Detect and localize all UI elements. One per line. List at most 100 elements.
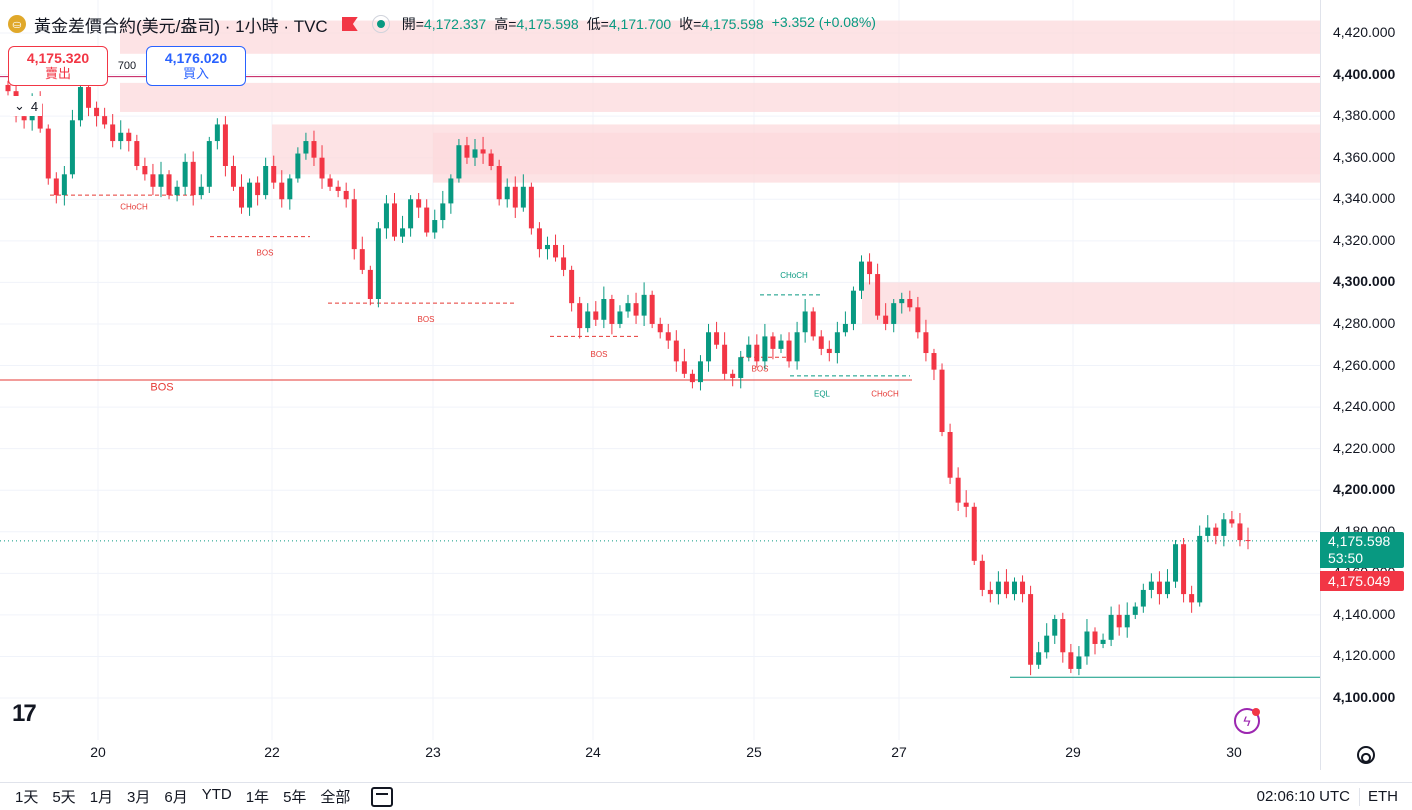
period-button[interactable]: 6月 <box>164 789 188 806</box>
candle-body <box>1011 581 1017 595</box>
candle-body <box>158 174 164 187</box>
period-button[interactable]: 5天 <box>52 789 76 806</box>
price-tick-label: 4,100.000 <box>1333 689 1396 705</box>
candle-body <box>1181 544 1187 595</box>
candle-body <box>754 344 760 362</box>
candle-body <box>255 182 261 196</box>
candle-body <box>375 228 381 299</box>
candle-body <box>899 299 905 304</box>
period-button[interactable]: 1天 <box>15 789 39 806</box>
candle-body <box>247 182 253 208</box>
time-tick-label: 25 <box>746 744 762 760</box>
price-tick-label: 4,380.000 <box>1333 107 1396 124</box>
change-value: +3.352 (+0.08%) <box>771 14 876 30</box>
candle-body <box>383 203 389 229</box>
candle-body <box>528 186 534 229</box>
bid-price-label: 4,175.049 <box>1320 571 1404 591</box>
market-status-icon[interactable] <box>371 15 390 33</box>
candle-body <box>343 190 349 200</box>
candle-body <box>1197 535 1203 603</box>
candle-body <box>810 311 816 337</box>
candle-body <box>1148 581 1154 590</box>
last-price-label: 4,175.598 53:50 <box>1320 532 1404 568</box>
candle-body <box>907 299 913 308</box>
candle-body <box>883 315 889 324</box>
sell-label: 賣出 <box>44 66 71 81</box>
annotation-label: CHoCH <box>780 271 808 280</box>
candle-body <box>287 178 293 200</box>
time-tick-label: 24 <box>585 744 601 760</box>
candle-body <box>142 166 148 175</box>
candle-body <box>818 336 824 349</box>
calendar-icon[interactable] <box>371 786 394 807</box>
bolt-icon[interactable]: ϟ <box>1234 708 1260 734</box>
supply-zone <box>433 132 1320 183</box>
candle-body <box>665 332 671 341</box>
candle-body <box>633 303 639 316</box>
candle-body <box>601 299 607 320</box>
countdown-value: 53:50 <box>1328 550 1364 566</box>
supply-zone <box>862 282 1320 324</box>
price-chart[interactable]: CHoCH BOS BOS BOS BOS BOS CHoCH EQL CHoCH <box>0 0 1320 740</box>
candle-body <box>1084 631 1090 657</box>
candle-body <box>834 332 840 354</box>
period-list: 1天 5天 1月 3月 6月 YTD 1年 5年 全部 <box>8 786 357 807</box>
price-tick-label: 4,240.000 <box>1333 398 1396 415</box>
period-button[interactable]: 全部 <box>320 789 351 806</box>
chart-title[interactable]: 黃金差價合約(美元/盎司) · 1小時 · TVC <box>34 16 328 36</box>
candle-body <box>359 249 365 270</box>
candle-body <box>1189 594 1195 603</box>
candle-body <box>955 477 961 503</box>
indicators-toggle[interactable]: ⌄ 4 <box>10 96 43 116</box>
candle-body <box>593 311 599 320</box>
candle-body <box>786 340 792 362</box>
candle-body <box>867 261 873 275</box>
candle-body <box>472 149 478 158</box>
candle-body <box>681 361 687 374</box>
candle-body <box>536 228 542 250</box>
session-label[interactable]: ETH <box>1368 788 1398 805</box>
sell-button[interactable]: 4,175.320 賣出 <box>8 46 108 86</box>
candle-body <box>1076 656 1082 669</box>
candle-body <box>69 120 75 175</box>
chart-header: ⛀ 黃金差價合約(美元/盎司) · 1小時 · TVC 開=4,172.337 … <box>8 10 876 38</box>
price-tick-label: 4,280.000 <box>1333 314 1396 331</box>
candle-body <box>1124 614 1130 628</box>
price-tick-label: 4,420.000 <box>1333 24 1396 40</box>
period-button[interactable]: 3月 <box>127 789 151 806</box>
annotation-label: BOS <box>752 365 769 374</box>
flag-icon[interactable] <box>341 17 358 31</box>
tradingview-logo[interactable]: 17 <box>12 700 37 727</box>
buy-price: 4,176.020 <box>164 50 228 66</box>
candle-body <box>987 589 993 595</box>
candle-body <box>1020 581 1026 595</box>
candle-body <box>206 141 212 187</box>
candle-body <box>263 166 269 196</box>
price-axis[interactable]: 4,100.0004,120.0004,140.0004,160.0004,18… <box>1320 0 1412 770</box>
candle-body <box>706 332 712 362</box>
candle-body <box>609 299 615 324</box>
candle-body <box>979 560 985 590</box>
candle-body <box>778 340 784 349</box>
clock-time[interactable]: 02:06:10 UTC <box>1256 788 1350 805</box>
open-value: 4,172.337 <box>423 16 487 32</box>
buy-button[interactable]: 4,176.020 買入 <box>146 46 246 86</box>
candle-body <box>802 311 808 333</box>
bottom-toolbar: 1天 5天 1月 3月 6月 YTD 1年 5年 全部 02:06:10 UTC ETH <box>0 782 1412 810</box>
candle-body <box>657 323 663 333</box>
period-button[interactable]: 1月 <box>89 789 114 806</box>
period-button[interactable]: 5年 <box>283 789 307 806</box>
high-value: 4,175.598 <box>516 16 579 32</box>
candle-body <box>86 87 92 108</box>
period-button[interactable]: 1年 <box>245 789 270 806</box>
candle-body <box>94 107 100 117</box>
close-key: 收= <box>679 16 702 32</box>
candle-body <box>45 128 51 179</box>
period-button[interactable]: YTD <box>201 786 232 803</box>
price-tick-label: 4,120.000 <box>1333 647 1396 664</box>
candle-body <box>182 161 188 187</box>
candle-body <box>931 353 937 370</box>
candle-body <box>432 220 438 233</box>
candle-body <box>424 207 430 233</box>
